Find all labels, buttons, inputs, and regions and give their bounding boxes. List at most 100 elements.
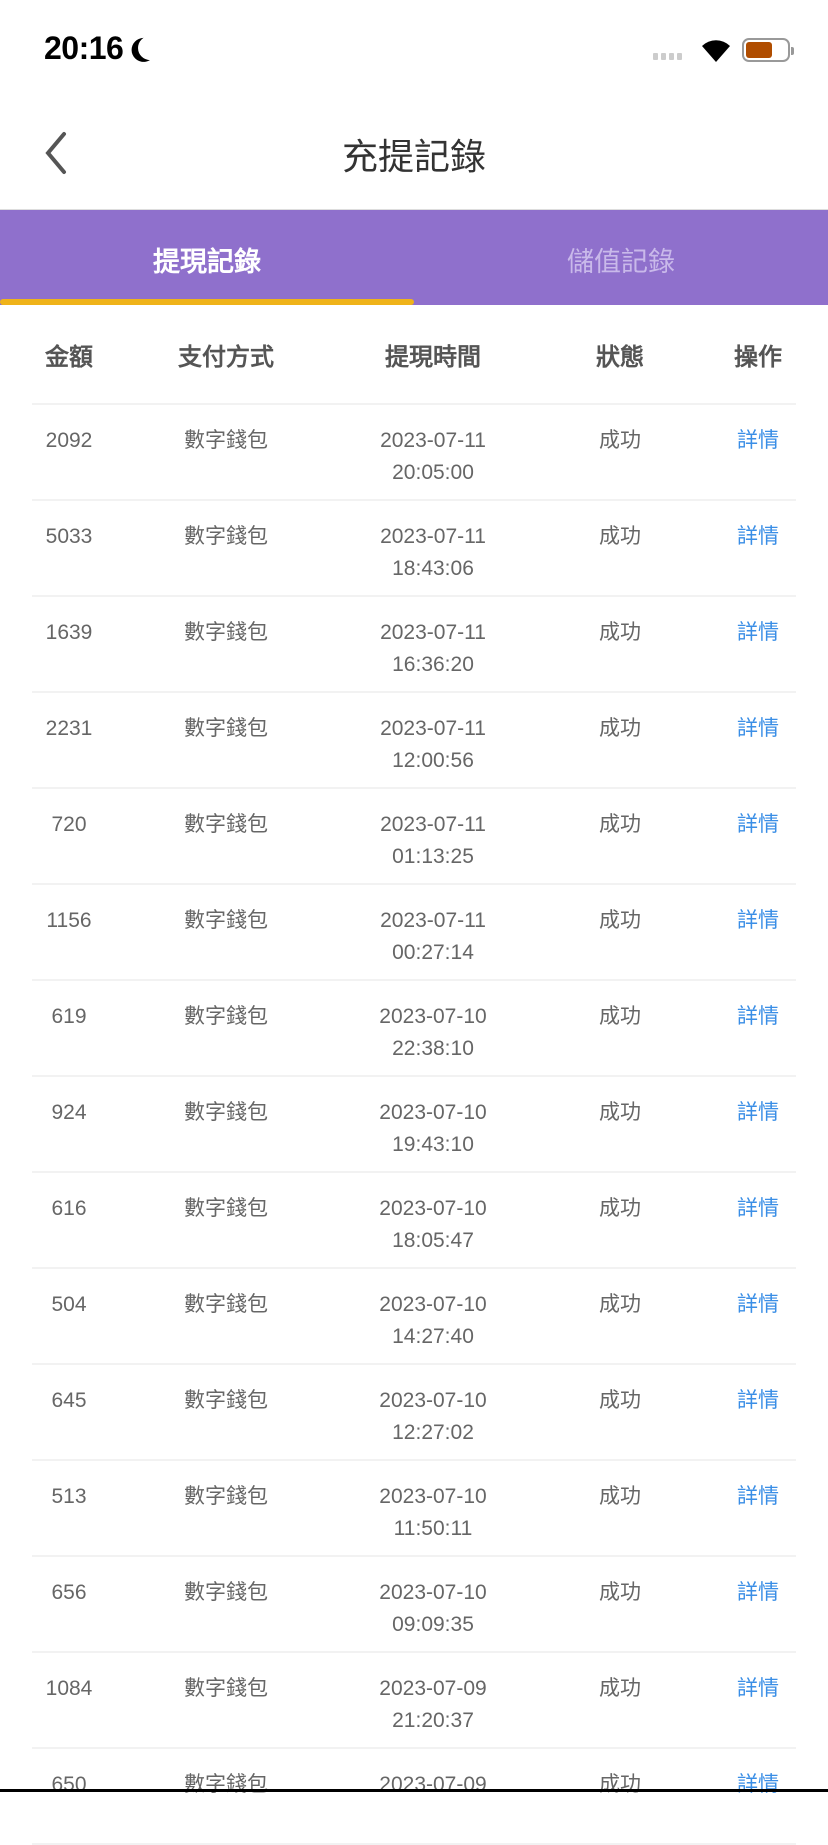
method-cell: 數字錢包: [184, 1773, 268, 1796]
method-cell: 數字錢包: [184, 717, 268, 740]
details-link[interactable]: 詳情: [737, 909, 779, 932]
details-link[interactable]: 詳情: [737, 621, 779, 644]
time-cell: 2023-07-10 11:50:11: [346, 1481, 520, 1555]
time-text: 12:27:02: [392, 1421, 474, 1444]
amount-cell: 619: [51, 1005, 87, 1028]
method-cell: 數字錢包: [184, 525, 268, 548]
time-cell: 2023-07-10 19:43:10: [346, 1097, 520, 1171]
time-cell: 2023-07-10 22:38:10: [346, 1001, 520, 1075]
amount-cell: 1084: [45, 1677, 93, 1700]
amount-cell: 720: [51, 813, 87, 836]
header-time: 提現時間: [385, 343, 481, 371]
table-row: 2231 數字錢包 2023-07-11 12:00:56 成功 詳情: [32, 693, 796, 789]
time-text: 16:36:20: [392, 653, 474, 676]
date-text: 2023-07-10: [379, 1101, 487, 1124]
time-text: 21:20:37: [392, 1709, 474, 1732]
details-link[interactable]: 詳情: [737, 1677, 779, 1700]
details-link[interactable]: 詳情: [737, 1197, 779, 1220]
date-text: 2023-07-11: [380, 813, 486, 836]
details-link[interactable]: 詳情: [737, 1485, 779, 1508]
wifi-icon: [702, 40, 730, 62]
details-link[interactable]: 詳情: [737, 1389, 779, 1412]
time-text: 19:43:10: [392, 1133, 474, 1156]
time-cell: 2023-07-09 21:20:37: [346, 1673, 520, 1747]
time-cell: 2023-07-11 16:36:20: [346, 617, 520, 691]
table-row: 5033 數字錢包 2023-07-11 18:43:06 成功 詳情: [32, 501, 796, 597]
amount-cell: 645: [51, 1389, 87, 1412]
time-cell: 2023-07-11 12:00:56: [346, 713, 520, 787]
table-row: 504 數字錢包 2023-07-10 14:27:40 成功 詳情: [32, 1269, 796, 1365]
table-header: 金額 支付方式 提現時間 狀態 操作: [32, 305, 796, 405]
status-cell: 成功: [599, 525, 641, 548]
table-row: 2092 數字錢包 2023-07-11 20:05:00 成功 詳情: [32, 405, 796, 501]
time-text: 22:38:10: [392, 1037, 474, 1060]
method-cell: 數字錢包: [184, 1389, 268, 1412]
status-cell: 成功: [599, 1389, 641, 1412]
details-link[interactable]: 詳情: [737, 429, 779, 452]
header-action: 操作: [734, 343, 782, 371]
date-text: 2023-07-10: [379, 1197, 487, 1220]
amount-cell: 656: [51, 1581, 87, 1604]
method-cell: 數字錢包: [184, 1197, 268, 1220]
signal-icon: [653, 53, 682, 60]
details-link[interactable]: 詳情: [737, 717, 779, 740]
table-row: 720 數字錢包 2023-07-11 01:13:25 成功 詳情: [32, 789, 796, 885]
status-cell: 成功: [599, 1005, 641, 1028]
date-text: 2023-07-10: [379, 1293, 487, 1316]
details-link[interactable]: 詳情: [737, 813, 779, 836]
table-row: 1156 數字錢包 2023-07-11 00:27:14 成功 詳情: [32, 885, 796, 981]
time-cell: 2023-07-09: [346, 1769, 520, 1843]
time-text: 01:13:25: [392, 845, 474, 868]
amount-cell: 924: [51, 1101, 87, 1124]
table-row: 656 數字錢包 2023-07-10 09:09:35 成功 詳情: [32, 1557, 796, 1653]
status-bar: 20:16: [0, 0, 828, 100]
details-link[interactable]: 詳情: [737, 525, 779, 548]
details-link[interactable]: 詳情: [737, 1581, 779, 1604]
table-row: 924 數字錢包 2023-07-10 19:43:10 成功 詳情: [32, 1077, 796, 1173]
time-text: 14:27:40: [392, 1325, 474, 1348]
time-cell: 2023-07-10 14:27:40: [346, 1289, 520, 1363]
status-cell: 成功: [599, 1197, 641, 1220]
method-cell: 數字錢包: [184, 429, 268, 452]
details-link[interactable]: 詳情: [737, 1293, 779, 1316]
tab-withdraw-records[interactable]: 提現記錄: [0, 210, 414, 305]
header-method: 支付方式: [178, 343, 274, 371]
time-text: 18:05:47: [392, 1229, 474, 1252]
time-cell: 2023-07-11 00:27:14: [346, 905, 520, 979]
method-cell: 數字錢包: [184, 1101, 268, 1124]
date-text: 2023-07-10: [379, 1485, 487, 1508]
date-text: 2023-07-11: [380, 525, 486, 548]
chevron-left-icon[interactable]: [38, 128, 78, 178]
status-cell: 成功: [599, 1677, 641, 1700]
details-link[interactable]: 詳情: [737, 1005, 779, 1028]
method-cell: 數字錢包: [184, 621, 268, 644]
amount-cell: 5033: [45, 525, 93, 548]
table-row: 513 數字錢包 2023-07-10 11:50:11 成功 詳情: [32, 1461, 796, 1557]
date-text: 2023-07-09: [379, 1773, 487, 1796]
battery-icon: [742, 38, 794, 62]
time-text: 00:27:14: [392, 941, 474, 964]
method-cell: 數字錢包: [184, 909, 268, 932]
moon-icon: [136, 34, 164, 62]
date-text: 2023-07-11: [380, 717, 486, 740]
bottom-edge: [0, 1789, 828, 1792]
tab-bar: 提現記錄 儲值記錄: [0, 209, 828, 305]
date-text: 2023-07-10: [379, 1005, 487, 1028]
table-row: 1084 數字錢包 2023-07-09 21:20:37 成功 詳情: [32, 1653, 796, 1749]
nav-bar: 充提記錄: [0, 100, 828, 208]
time-text: 18:43:06: [392, 557, 474, 580]
method-cell: 數字錢包: [184, 1677, 268, 1700]
status-cell: 成功: [599, 717, 641, 740]
status-cell: 成功: [599, 1293, 641, 1316]
details-link[interactable]: 詳情: [737, 1101, 779, 1124]
status-cell: 成功: [599, 1101, 641, 1124]
table-row: 619 數字錢包 2023-07-10 22:38:10 成功 詳情: [32, 981, 796, 1077]
table-row: 616 數字錢包 2023-07-10 18:05:47 成功 詳情: [32, 1173, 796, 1269]
amount-cell: 650: [51, 1773, 87, 1796]
method-cell: 數字錢包: [184, 1005, 268, 1028]
tab-deposit-records[interactable]: 儲值記錄: [567, 247, 675, 277]
status-cell: 成功: [599, 429, 641, 452]
time-cell: 2023-07-11 01:13:25: [346, 809, 520, 883]
details-link[interactable]: 詳情: [737, 1773, 779, 1796]
table-row: 645 數字錢包 2023-07-10 12:27:02 成功 詳情: [32, 1365, 796, 1461]
